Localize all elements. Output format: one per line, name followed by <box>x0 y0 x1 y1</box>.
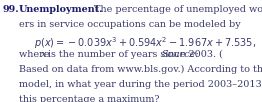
Text: ers in service occupations can be modeled by: ers in service occupations can be modele… <box>19 20 241 29</box>
Text: The percentage of unemployed work-: The percentage of unemployed work- <box>94 5 262 14</box>
Text: x: x <box>41 50 46 59</box>
Text: model, in what year during the period 2003–2013 was: model, in what year during the period 20… <box>19 80 262 89</box>
Text: Unemployment.: Unemployment. <box>19 5 103 14</box>
Text: is the number of years since 2003. (: is the number of years since 2003. ( <box>45 50 223 59</box>
Text: Based on data from www.bls.gov.) According to this: Based on data from www.bls.gov.) Accordi… <box>19 65 262 74</box>
Text: where: where <box>19 50 52 59</box>
Text: 99.: 99. <box>2 5 19 14</box>
Text: Source:: Source: <box>162 50 199 59</box>
Text: $p(x) = -0.039x^3 + 0.594x^2 - 1.967x + 7.535,$: $p(x) = -0.039x^3 + 0.594x^2 - 1.967x + … <box>34 35 256 51</box>
Text: this percentage a maximum?: this percentage a maximum? <box>19 95 159 102</box>
